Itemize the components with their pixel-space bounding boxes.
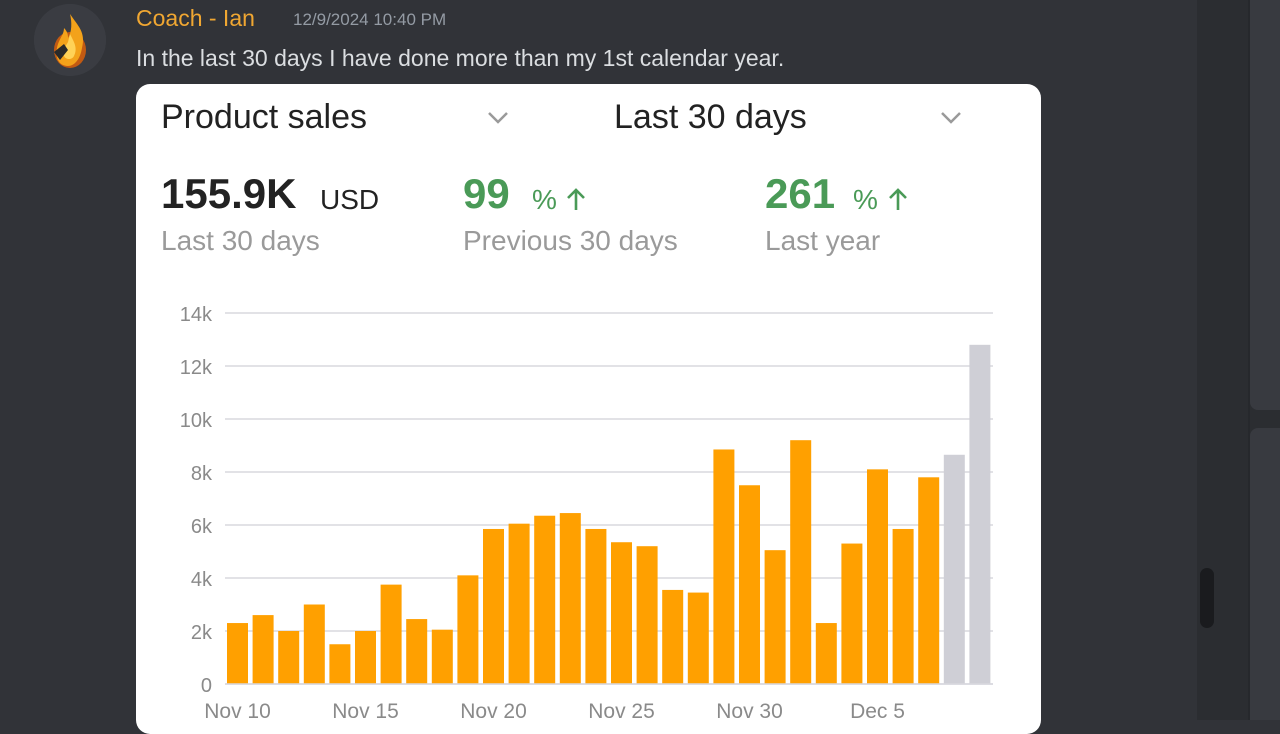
bar-dec-4 <box>841 543 863 684</box>
sales-bar-chart: 0 2k 4k 6k 8k 10k 12k 14k Nov 10 Nov 15 Nov 20 Nov … <box>180 304 993 723</box>
bar-nov-22 <box>534 515 556 684</box>
total-sales-unit: USD <box>320 184 380 215</box>
bar-dec-8 <box>943 454 965 684</box>
arrow-up-icon <box>889 188 907 210</box>
y-tick-label: 14k <box>180 304 213 326</box>
bar-nov-27 <box>662 589 684 684</box>
yoy-change-value: 261 <box>765 170 836 217</box>
bar-dec-3 <box>815 623 837 684</box>
bar-nov-12 <box>278 631 300 684</box>
prev-period-change-value: 99 <box>463 170 510 217</box>
bar-nov-15 <box>355 631 376 684</box>
bar-dec-7 <box>918 477 940 684</box>
range-dropdown[interactable]: Last 30 days <box>614 98 807 136</box>
side-card-bottom <box>1250 428 1280 720</box>
y-tick-label: 6k <box>191 516 213 538</box>
chevron-down-icon[interactable] <box>484 104 512 132</box>
y-tick-label: 0 <box>201 675 212 697</box>
bar-nov-25 <box>611 542 632 684</box>
total-sales-value: 155.9K <box>161 170 297 217</box>
bar-nov-11 <box>252 615 274 684</box>
bar-nov-17 <box>406 619 428 684</box>
metric-dropdown[interactable]: Product sales <box>161 98 367 136</box>
bar-nov-24 <box>585 528 607 684</box>
bar-dec-1 <box>764 550 786 684</box>
arrow-up-icon <box>567 188 585 210</box>
bar-nov-26 <box>636 546 658 684</box>
bar-nov-16 <box>380 584 402 684</box>
y-tick-label: 8k <box>191 463 213 485</box>
bar-nov-30 <box>739 485 760 684</box>
bar-dec-2 <box>790 440 812 684</box>
x-tick-label: Nov 20 <box>460 700 527 723</box>
bar-nov-13 <box>303 604 325 684</box>
y-tick-label: 4k <box>191 569 213 591</box>
message-text: In the last 30 days I have done more tha… <box>136 45 785 71</box>
chevron-down-icon[interactable] <box>937 104 965 132</box>
panel-divider <box>1248 0 1250 720</box>
bar-nov-28 <box>687 592 709 684</box>
scrollbar-thumb[interactable] <box>1200 568 1214 628</box>
bar-nov-21 <box>508 523 530 684</box>
x-tick-label: Nov 10 <box>204 700 271 723</box>
yoy-label: Last year <box>765 225 881 256</box>
y-tick-label: 10k <box>180 410 213 432</box>
prev-period-change-unit: % <box>532 184 557 215</box>
bar-nov-19 <box>457 575 479 684</box>
fire-avatar-icon <box>34 4 106 76</box>
sales-screenshot-card[interactable]: Product sales Last 30 days 155.9K USD La… <box>136 84 1041 734</box>
yoy-change-unit: % <box>853 184 878 215</box>
bar-nov-29 <box>713 449 735 684</box>
x-tick-label: Dec 5 <box>850 700 905 723</box>
message-author[interactable]: Coach - Ian <box>136 5 255 31</box>
total-sales-label: Last 30 days <box>161 225 320 256</box>
bar-dec-5 <box>867 469 888 684</box>
x-tick-label: Nov 25 <box>588 700 655 723</box>
bar-nov-14 <box>329 644 351 684</box>
bar-nov-23 <box>559 513 581 684</box>
y-tick-label: 12k <box>180 357 213 379</box>
bar-nov-20 <box>483 528 504 684</box>
prev-period-label: Previous 30 days <box>463 225 678 256</box>
x-tick-label: Nov 30 <box>716 700 783 723</box>
x-tick-label: Nov 15 <box>332 700 399 723</box>
avatar[interactable] <box>34 4 106 76</box>
bar-dec-6 <box>892 528 914 684</box>
bar-nov-18 <box>431 629 453 684</box>
y-tick-label: 2k <box>191 622 213 644</box>
side-card-top <box>1250 0 1280 410</box>
message-timestamp: 12/9/2024 10:40 PM <box>293 10 447 29</box>
bar-nov-10 <box>227 623 248 684</box>
bar-dec-9 <box>969 344 991 684</box>
